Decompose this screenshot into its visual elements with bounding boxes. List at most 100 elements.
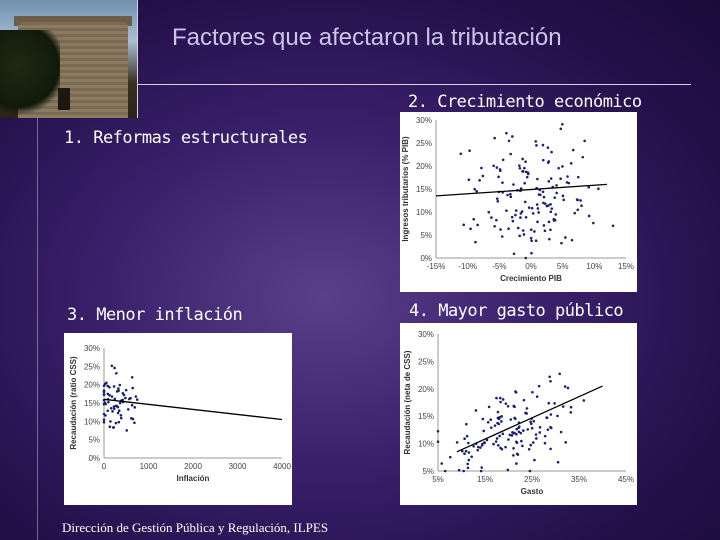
divider-vertical [137, 0, 138, 118]
data-point [536, 177, 539, 181]
data-point [117, 387, 120, 390]
y-tick-label: 5% [420, 231, 432, 240]
data-point [557, 166, 560, 170]
data-point [565, 181, 569, 184]
data-point [559, 177, 562, 181]
data-point [516, 226, 520, 230]
data-point [500, 415, 503, 418]
data-point [496, 444, 500, 447]
data-point [561, 194, 565, 198]
data-point [466, 466, 470, 470]
data-point [512, 454, 515, 457]
data-point [517, 430, 521, 434]
data-point [468, 149, 471, 153]
data-point [521, 444, 524, 448]
data-point [509, 418, 513, 421]
x-tick-label: 0% [525, 262, 537, 271]
data-point [102, 420, 106, 424]
data-point [561, 122, 564, 126]
data-point [560, 241, 563, 245]
data-point [486, 420, 490, 424]
data-point [476, 445, 480, 449]
data-point [542, 224, 546, 227]
data-point [520, 210, 524, 213]
data-point [519, 212, 523, 215]
x-axis-label: Gasto [521, 487, 544, 496]
data-point [436, 429, 440, 433]
data-point [505, 209, 508, 212]
data-point [592, 221, 595, 225]
data-point [582, 399, 586, 402]
data-point [496, 200, 500, 203]
y-axis-label: Recaudación (ratio CSS) [69, 356, 78, 450]
data-point [537, 384, 541, 388]
data-point [545, 416, 548, 419]
x-tick-label: 15% [477, 475, 493, 484]
data-point [512, 446, 515, 450]
data-point [549, 379, 552, 383]
data-point [514, 209, 518, 212]
data-point [467, 458, 471, 462]
data-point [487, 210, 491, 214]
data-point [496, 421, 499, 425]
data-point [543, 434, 547, 438]
data-point [108, 393, 111, 397]
chart-gasto: 5% 10% 15% 20% 25% 30% 5% 15% 25% 35% 45% Gasto Reca… [400, 323, 637, 505]
y-tick-label: 25% [416, 139, 432, 148]
data-point [493, 424, 497, 427]
data-point [521, 157, 524, 161]
data-point [549, 177, 553, 180]
data-point [529, 443, 533, 447]
data-point [543, 229, 547, 233]
data-point [545, 204, 549, 208]
x-tick-label: -10% [458, 262, 477, 271]
data-point [530, 251, 533, 255]
data-point [507, 438, 510, 441]
data-point [536, 220, 539, 224]
data-point [536, 207, 540, 210]
data-point [109, 420, 112, 423]
data-point [492, 442, 495, 446]
data-point [512, 183, 515, 186]
data-point [498, 396, 502, 400]
data-point [114, 404, 118, 408]
data-point [553, 218, 557, 222]
data-point [106, 392, 110, 396]
data-point [482, 429, 486, 433]
data-point [548, 375, 551, 379]
data-point [579, 199, 582, 202]
y-tick-label: 10% [416, 208, 432, 217]
chart-crecimiento: 0% 5% 10% 15% 20% 25% 30% -15% -10% -5% 0% 5% 10% 15%… [400, 112, 637, 292]
data-point [490, 216, 493, 219]
data-point [549, 203, 552, 206]
data-point [124, 388, 128, 392]
y-tick-label: 15% [416, 185, 432, 194]
data-point [133, 421, 136, 425]
data-point [130, 375, 134, 379]
data-point [549, 413, 553, 416]
data-point [470, 455, 473, 459]
y-tick-label: 5% [422, 467, 434, 476]
data-point [546, 428, 550, 431]
data-point [549, 426, 553, 430]
data-point [515, 441, 519, 444]
data-point [108, 385, 111, 389]
data-point [104, 402, 108, 406]
data-point [509, 152, 512, 156]
data-point [553, 402, 556, 405]
data-point [487, 405, 491, 409]
data-point [112, 407, 116, 411]
data-point [576, 198, 579, 202]
data-point [472, 217, 476, 221]
data-point [549, 228, 552, 232]
data-point [564, 441, 568, 444]
data-point [531, 212, 535, 215]
x-axis-label: Crecimiento PIB [500, 274, 562, 283]
data-point [134, 395, 138, 398]
data-point [514, 213, 517, 217]
data-point [546, 161, 550, 164]
data-point [541, 190, 545, 194]
data-point [509, 195, 513, 199]
data-point [527, 448, 531, 451]
data-point [537, 211, 540, 214]
